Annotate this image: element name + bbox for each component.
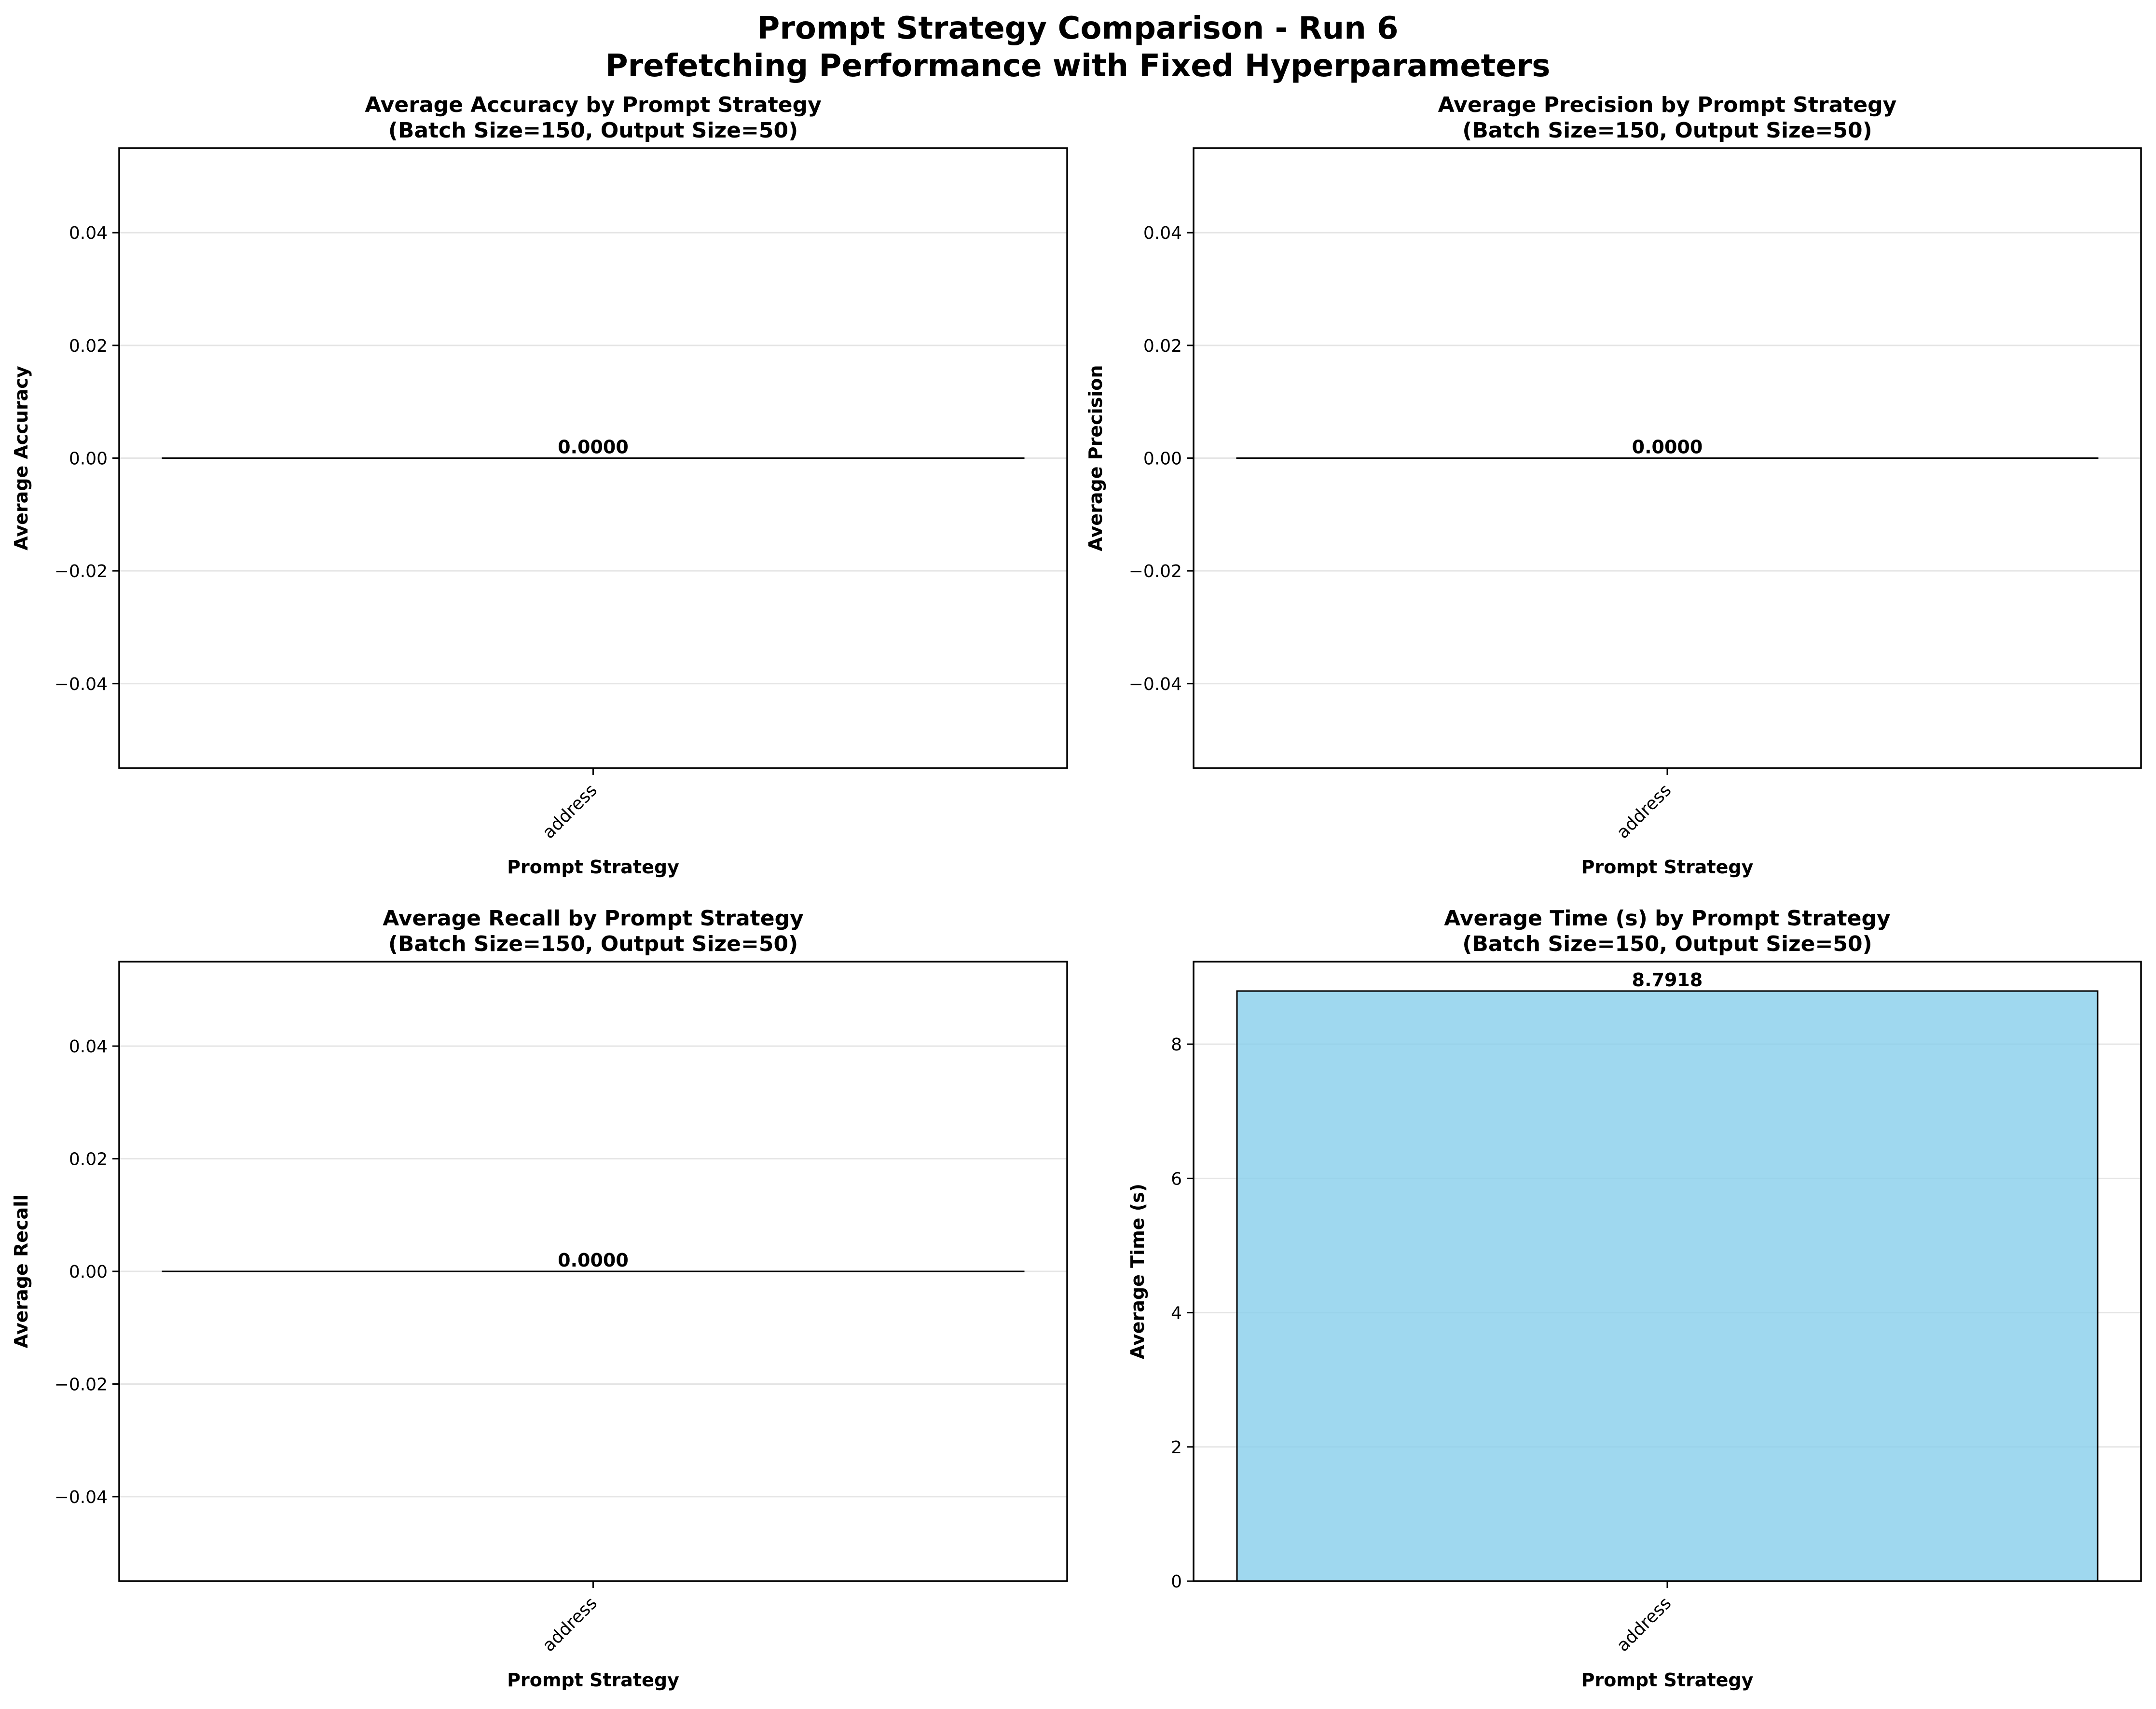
subplot-title-line1: Average Time (s) by Prompt Strategy <box>1444 906 1890 931</box>
y-tick-label: 0.00 <box>1143 449 1182 469</box>
figure-title-line2: Prefetching Performance with Fixed Hyper… <box>605 48 1551 84</box>
x-axis-label: Prompt Strategy <box>1581 856 1754 878</box>
y-tick-label: 0.02 <box>69 336 108 356</box>
y-tick-label: 0.04 <box>1143 223 1182 243</box>
y-tick-label: −0.02 <box>55 562 108 581</box>
y-tick-label: 0.02 <box>69 1150 108 1170</box>
y-tick-label: 0.04 <box>69 223 108 243</box>
subplot-title-line2: (Batch Size=150, Output Size=50) <box>388 118 798 143</box>
y-axis-label: Average Time (s) <box>1127 1184 1148 1359</box>
y-axis-label: Average Recall <box>11 1195 32 1348</box>
subplot-title-line2: (Batch Size=150, Output Size=50) <box>1462 932 1872 956</box>
subplot-title-line2: (Batch Size=150, Output Size=50) <box>1462 118 1872 143</box>
x-axis-label: Prompt Strategy <box>1581 1669 1754 1691</box>
subplot-title-line2: (Batch Size=150, Output Size=50) <box>388 932 798 956</box>
y-tick-label: 8 <box>1171 1035 1182 1055</box>
plot-area-frame <box>1193 961 2142 1582</box>
y-tick-label: −0.04 <box>55 1488 108 1507</box>
subplot-title-line1: Average Recall by Prompt Strategy <box>383 906 804 931</box>
y-tick-label: 0.00 <box>69 449 108 469</box>
y-tick-label: 2 <box>1171 1438 1182 1458</box>
subplot-1: Average Accuracy by Prompt Strategy(Batc… <box>11 93 1068 878</box>
y-tick-label: −0.02 <box>1129 562 1182 581</box>
bar-value-label: 8.7918 <box>1632 969 1703 991</box>
bar-value-label: 0.0000 <box>558 1250 629 1271</box>
y-axis-label: Average Accuracy <box>11 366 32 551</box>
bar-address <box>1236 990 2099 1582</box>
y-tick-label: 0.02 <box>1143 336 1182 356</box>
y-tick-label: −0.04 <box>1129 675 1182 694</box>
y-axis-label: Average Precision <box>1085 365 1106 551</box>
figure-title-line1: Prompt Strategy Comparison - Run 6 <box>757 11 1398 46</box>
y-tick-label: 0.00 <box>69 1262 108 1282</box>
y-tick-label: 0 <box>1171 1572 1182 1592</box>
y-tick-label: −0.04 <box>55 675 108 694</box>
y-tick-label: 4 <box>1171 1304 1182 1323</box>
bar-value-label: 0.0000 <box>1632 437 1703 458</box>
plot-area-frame <box>118 961 1068 1582</box>
bar-value-label: 0.0000 <box>558 437 629 458</box>
y-tick-label: −0.02 <box>55 1375 108 1394</box>
subplot-title-line1: Average Precision by Prompt Strategy <box>1438 93 1897 117</box>
y-tick-label: 0.04 <box>69 1037 108 1057</box>
x-axis-label: Prompt Strategy <box>507 1669 679 1691</box>
plot-area-frame <box>1193 147 2142 769</box>
subplot-4: Average Time (s) by Prompt Strategy(Batc… <box>1127 906 2142 1691</box>
plot-area-frame <box>118 147 1068 769</box>
subplot-title-line1: Average Accuracy by Prompt Strategy <box>365 93 822 117</box>
x-axis-label: Prompt Strategy <box>507 856 679 878</box>
subplot-2: Average Precision by Prompt Strategy(Bat… <box>1085 93 2142 878</box>
y-tick-label: 6 <box>1171 1169 1182 1189</box>
